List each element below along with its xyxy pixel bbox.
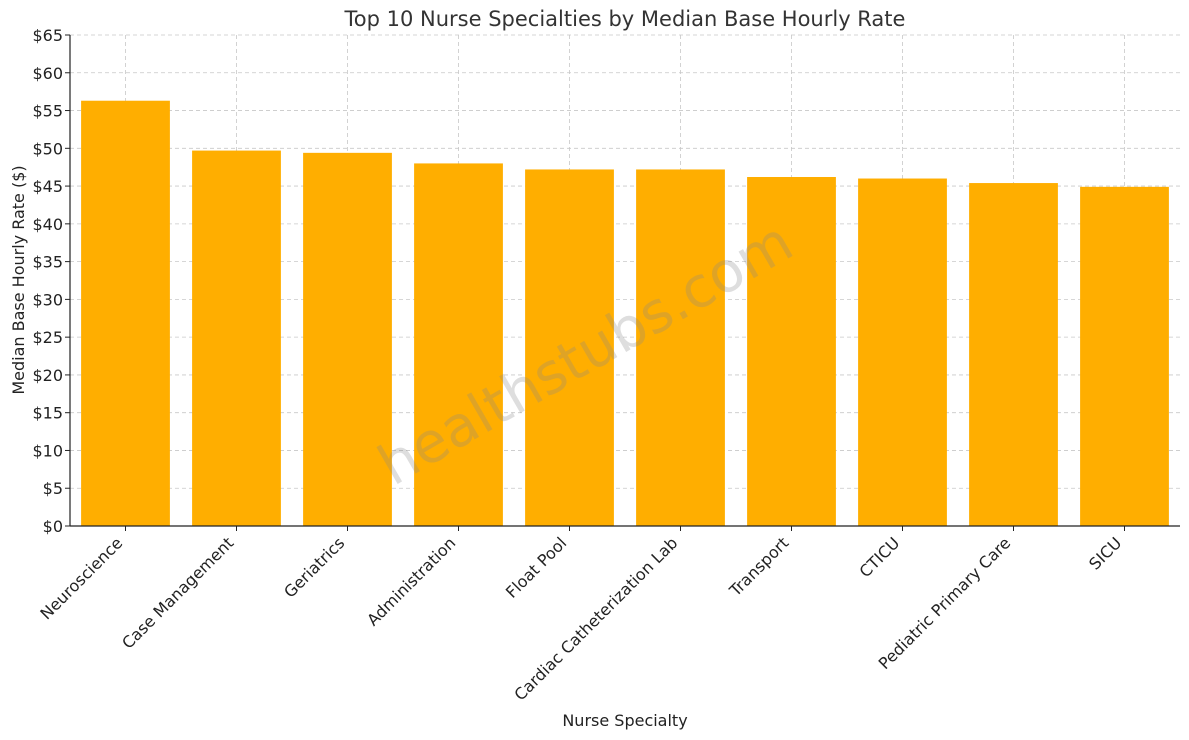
bar	[858, 178, 947, 526]
y-tick-label: $0	[43, 517, 63, 536]
x-tick-label: Transport	[725, 533, 792, 600]
y-tick-label: $35	[32, 253, 63, 272]
y-tick-label: $60	[32, 64, 63, 83]
x-tick-label: Administration	[363, 533, 459, 629]
y-tick-label: $30	[32, 290, 63, 309]
bar	[636, 169, 725, 526]
y-tick-label: $5	[43, 479, 63, 498]
y-tick-label: $45	[32, 177, 63, 196]
y-tick-label: $10	[32, 441, 63, 460]
x-tick-label: Case Management	[118, 533, 237, 652]
bar	[81, 100, 170, 527]
y-axis-ticks: $0 $5 $10 $15 $20 $25 $30 $35 $40 $45 $50 $55 $60 $65	[32, 26, 70, 536]
x-axis-label: Nurse Specialty	[562, 711, 687, 730]
x-tick-label: SICU	[1085, 533, 1125, 573]
bars	[81, 100, 1169, 527]
x-tick-label: Neuroscience	[36, 533, 126, 623]
y-tick-label: $15	[32, 404, 63, 423]
bar	[1080, 186, 1169, 526]
x-tick-label: Geriatrics	[280, 533, 348, 601]
bar	[192, 150, 281, 526]
x-tick-label: CTICU	[856, 533, 904, 581]
y-axis-label: Median Base Hourly Rate ($)	[9, 165, 28, 394]
bar	[303, 152, 392, 526]
x-tick-label: Float Pool	[502, 533, 570, 601]
bar	[414, 163, 503, 526]
y-tick-label: $25	[32, 328, 63, 347]
bar	[747, 177, 836, 526]
y-tick-label: $40	[32, 215, 63, 234]
y-tick-label: $55	[32, 102, 63, 121]
y-tick-label: $20	[32, 366, 63, 385]
y-tick-label: $50	[32, 139, 63, 158]
bar	[969, 183, 1058, 526]
bar	[525, 169, 614, 526]
y-tick-label: $65	[32, 26, 63, 45]
axes	[69, 35, 1180, 527]
chart-title: Top 10 Nurse Specialties by Median Base …	[344, 7, 906, 31]
